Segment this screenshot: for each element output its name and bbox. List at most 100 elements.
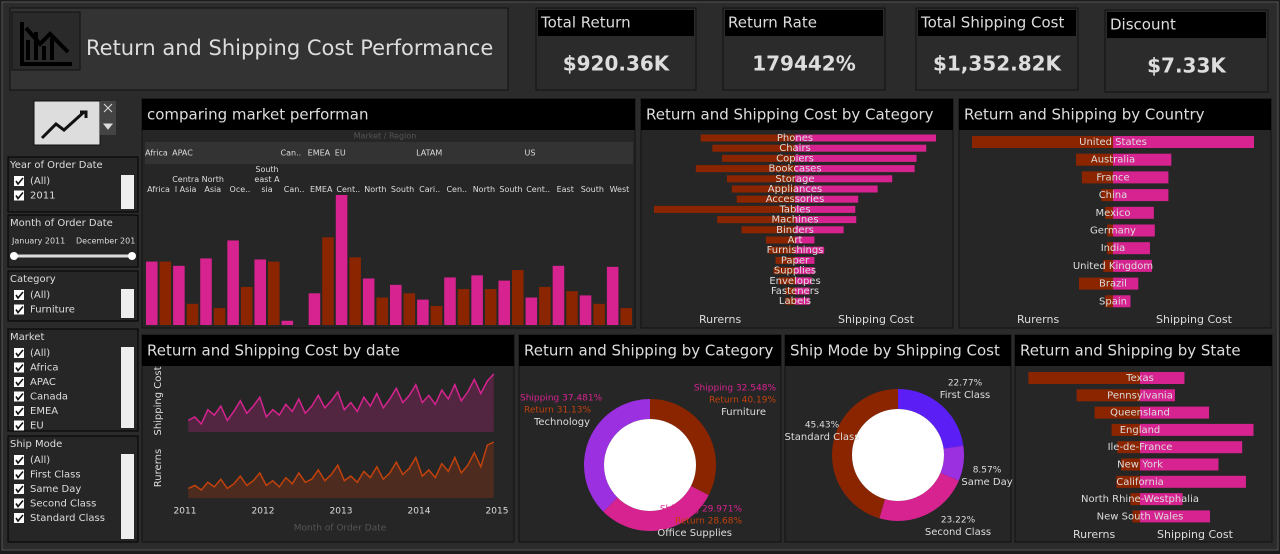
bar (254, 259, 266, 325)
checkbox[interactable] (14, 190, 24, 201)
close-button[interactable] (100, 101, 116, 135)
checkbox[interactable] (14, 513, 24, 523)
category-label: India (1101, 243, 1126, 254)
bar (308, 293, 321, 325)
bar (606, 266, 619, 325)
bar (444, 277, 456, 325)
data-label: Shipping 32.548% (694, 384, 777, 394)
category-label: Ile-de-France (1108, 442, 1173, 453)
filter-icon[interactable] (33, 100, 101, 146)
bar (785, 287, 795, 295)
category-label: Office Supplies (657, 528, 732, 539)
market-label: LATAM (416, 149, 442, 158)
bar (795, 267, 815, 275)
bar (1113, 224, 1155, 237)
region-label: Cent.. (526, 185, 550, 194)
bar (457, 289, 470, 325)
bar (484, 289, 497, 325)
y-axis-label: Shipping Cost (153, 366, 164, 435)
bar (1101, 189, 1113, 202)
filter-item: Africa (30, 363, 59, 374)
check (15, 305, 24, 314)
line (187, 373, 495, 426)
scrollbar (121, 175, 134, 209)
check (15, 485, 24, 494)
donut-slice (832, 389, 898, 519)
bar (1103, 259, 1113, 272)
panel (1014, 334, 1273, 543)
x-axis-label: Month of Order Date (294, 524, 387, 534)
bar (1113, 136, 1254, 148)
category-label: Accessories (766, 194, 825, 205)
bar (717, 216, 795, 224)
category-label: Standard Class (785, 432, 860, 443)
data-label: Return 28.68% (675, 517, 742, 527)
category-label: Binders (776, 225, 814, 236)
kpi-header (1107, 12, 1266, 38)
bar (1121, 458, 1140, 471)
region-label: South (390, 185, 415, 194)
bar (1028, 372, 1140, 384)
checkbox[interactable] (14, 290, 24, 300)
bar (1130, 493, 1140, 506)
checkbox[interactable] (14, 406, 24, 416)
panel-title-bar (1015, 335, 1272, 366)
kpi-label: Return Rate (728, 14, 817, 32)
bar (795, 277, 812, 285)
bar (1113, 295, 1131, 308)
bar (795, 287, 810, 295)
checkbox[interactable] (14, 377, 24, 387)
legend-item: Rurerns (1073, 528, 1115, 541)
checkbox[interactable] (14, 420, 24, 431)
region-label: Central Asia (172, 175, 200, 194)
bar (1140, 475, 1246, 488)
category-label: Paper (781, 255, 810, 266)
bar (566, 291, 578, 325)
close-icon (102, 103, 114, 130)
check (15, 177, 24, 186)
checkbox[interactable] (14, 304, 24, 315)
checkbox[interactable] (14, 455, 24, 465)
donut-slice (879, 472, 959, 521)
checkbox[interactable] (14, 362, 24, 373)
category-label: Labels (779, 296, 811, 307)
checkbox[interactable] (14, 498, 24, 509)
bar (173, 265, 185, 325)
bar (1076, 389, 1140, 402)
bar (498, 280, 510, 325)
checkbox[interactable] (14, 391, 24, 402)
panel-title: Return and Shipping by Category (524, 342, 774, 360)
filter-item: (All) (30, 290, 50, 301)
slider-handle[interactable] (10, 252, 18, 260)
category-label: Appliances (768, 184, 822, 195)
bar (1140, 458, 1219, 471)
filter-item: Canada (30, 392, 68, 403)
region-label: North Asia (201, 175, 224, 194)
check (15, 392, 24, 401)
category-label: Australia (1091, 155, 1135, 166)
legend-item: Rurerns (1017, 313, 1059, 326)
checkbox[interactable] (14, 469, 24, 480)
bar (795, 226, 844, 234)
filter-item: (All) (30, 348, 50, 359)
checkbox[interactable] (14, 348, 24, 358)
category-label: Second Class (925, 527, 991, 538)
checkbox[interactable] (14, 484, 24, 494)
bar (795, 216, 857, 224)
kpi-label: Discount (1110, 16, 1176, 34)
donut-hole (604, 419, 696, 511)
bar (795, 134, 936, 142)
category-label: Pennsylvania (1107, 390, 1173, 401)
filter-title: Ship Mode (10, 439, 62, 450)
range-start: January 2011 (11, 237, 65, 246)
donut-hole (852, 409, 944, 501)
kpi-header (918, 10, 1076, 36)
bar (186, 303, 199, 325)
checkbox[interactable] (14, 176, 24, 186)
category-label: Furnishings (767, 245, 824, 256)
slider-handle[interactable] (128, 252, 136, 260)
check (15, 421, 24, 430)
bar (795, 154, 917, 162)
bar (695, 165, 795, 173)
